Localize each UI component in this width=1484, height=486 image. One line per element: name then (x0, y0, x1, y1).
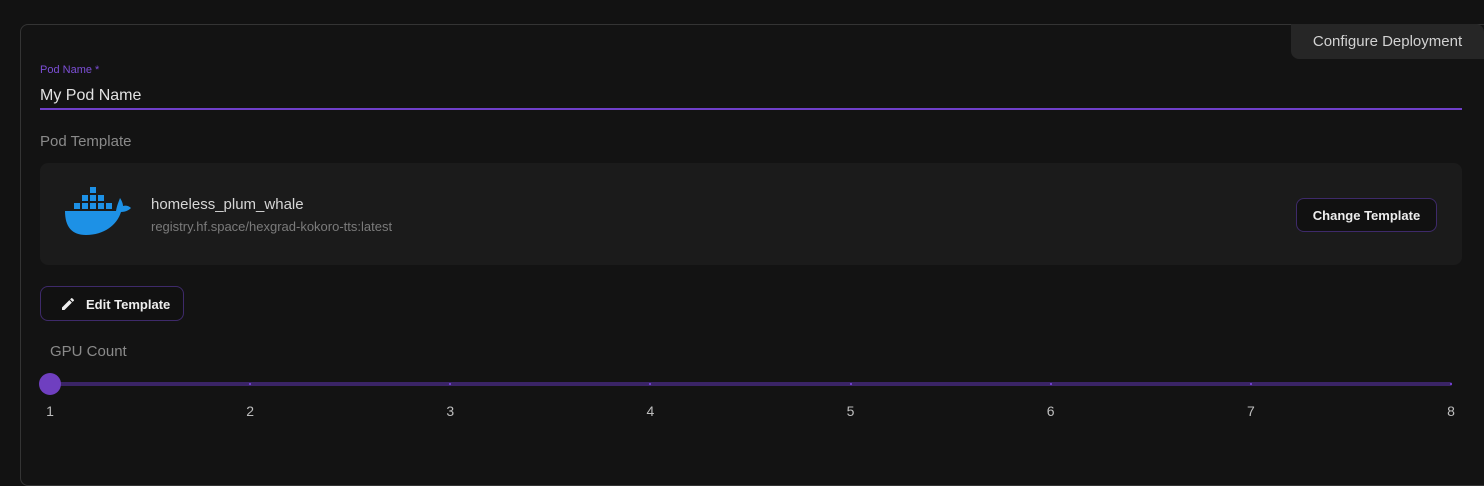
pod-name-label: Pod Name * (40, 64, 100, 76)
gpu-count-label: GPU Count (50, 343, 127, 360)
slider-tick (649, 383, 652, 385)
configure-deployment-tab[interactable]: Configure Deployment (1291, 24, 1484, 59)
slider-mark-label: 7 (1246, 403, 1255, 419)
slider-mark-label: 6 (1046, 403, 1055, 419)
slider-mark-label: 2 (246, 403, 255, 419)
slider-mark-label: 5 (846, 403, 855, 419)
slider-tick (1249, 383, 1252, 385)
pencil-icon (62, 297, 75, 310)
slider-mark-label: 3 (446, 403, 455, 419)
template-name: homeless_plum_whale (151, 196, 304, 213)
slider-mark-label: 1 (46, 403, 54, 419)
pod-template-label: Pod Template (40, 133, 132, 150)
slider-mark-label: 8 (1447, 403, 1455, 419)
template-image: registry.hf.space/hexgrad-kokoro-tts:lat… (151, 219, 393, 234)
template-card: homeless_plum_whale registry.hf.space/he… (40, 163, 1462, 265)
slider-tick (249, 383, 252, 385)
slider-tick (449, 383, 452, 385)
gpu-count-slider-thumb[interactable] (39, 373, 61, 395)
slider-mark-label: 4 (646, 403, 655, 419)
gpu-count-slider-track[interactable] (50, 382, 1452, 386)
slider-tick (1049, 383, 1052, 385)
pod-name-input[interactable] (40, 84, 1462, 110)
slider-tick (1450, 383, 1452, 385)
change-template-button[interactable]: Change Template (1296, 198, 1437, 232)
slider-tick (849, 383, 852, 385)
edit-template-label: Edit Template (86, 297, 171, 312)
docker-whale-icon (65, 187, 131, 235)
edit-template-button[interactable]: Edit Template (40, 286, 184, 321)
